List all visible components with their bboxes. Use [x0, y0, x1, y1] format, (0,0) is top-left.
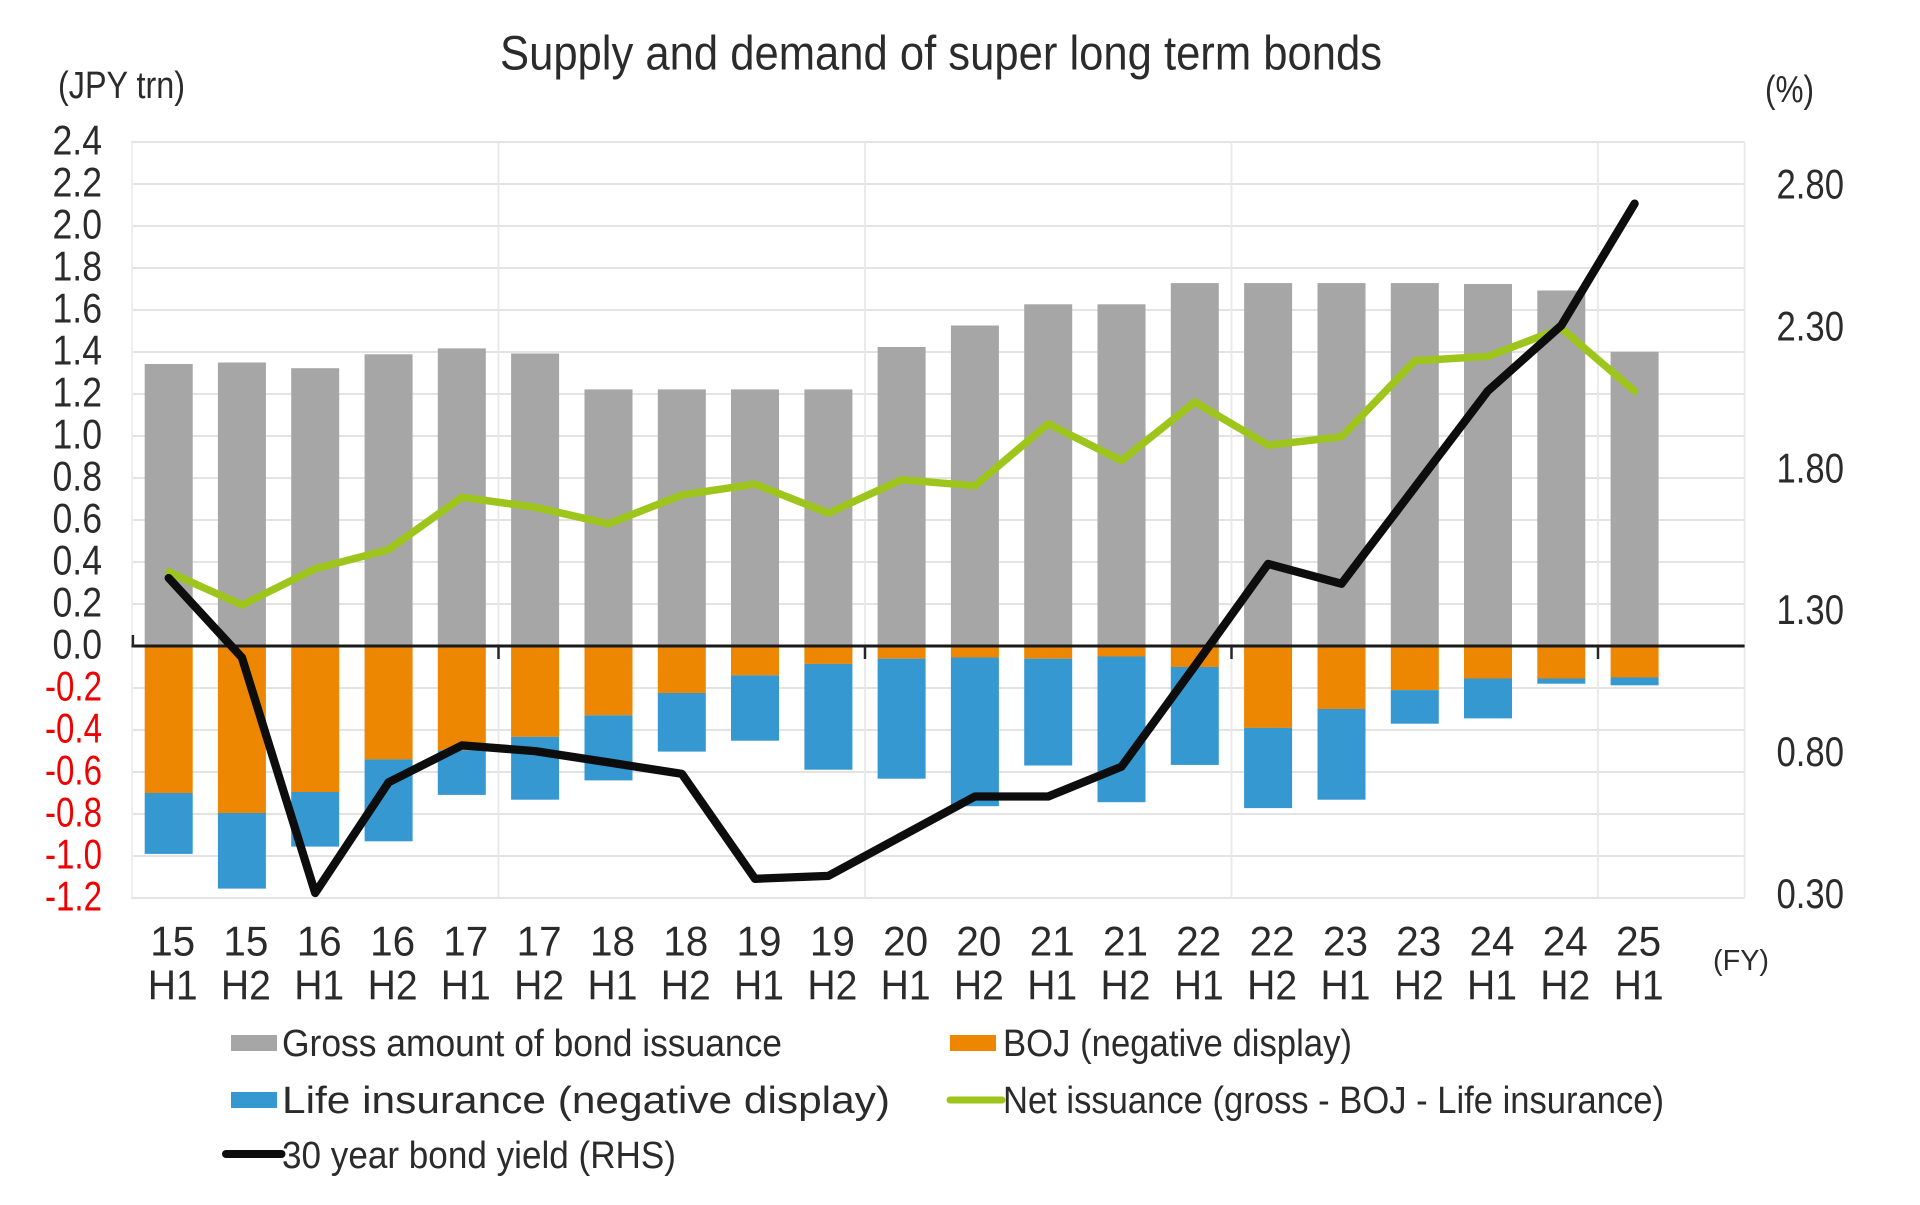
svg-text:16: 16	[370, 918, 415, 965]
svg-text:H2: H2	[221, 962, 271, 1009]
svg-text:2.2: 2.2	[53, 159, 103, 206]
svg-text:-0.8: -0.8	[45, 789, 102, 836]
svg-text:17: 17	[443, 918, 488, 965]
svg-text:Supply and demand of super lon: Supply and demand of super long term bon…	[500, 28, 1382, 81]
svg-text:25: 25	[1616, 918, 1661, 965]
svg-text:0.6: 0.6	[53, 495, 103, 542]
svg-text:-1.0: -1.0	[45, 831, 102, 878]
svg-text:-1.2: -1.2	[45, 873, 102, 920]
svg-text:H1: H1	[588, 962, 638, 1009]
svg-text:20: 20	[883, 918, 928, 965]
svg-text:H1: H1	[734, 962, 784, 1009]
svg-text:H1: H1	[1614, 962, 1664, 1009]
svg-text:2.4: 2.4	[53, 117, 103, 164]
svg-text:BOJ (negative display): BOJ (negative display)	[1003, 1023, 1352, 1065]
svg-text:1.4: 1.4	[53, 327, 103, 374]
svg-text:1.8: 1.8	[53, 243, 103, 290]
svg-text:0.30: 0.30	[1777, 870, 1845, 917]
svg-text:21: 21	[1030, 918, 1075, 965]
svg-text:1.80: 1.80	[1777, 444, 1845, 491]
svg-text:-0.6: -0.6	[45, 747, 102, 794]
svg-text:H2: H2	[807, 962, 857, 1009]
svg-text:(%): (%)	[1765, 69, 1814, 111]
svg-text:1.30: 1.30	[1777, 586, 1845, 633]
svg-text:21: 21	[1103, 918, 1148, 965]
svg-text:H2: H2	[1101, 962, 1151, 1009]
svg-text:H1: H1	[148, 962, 198, 1009]
svg-text:H2: H2	[954, 962, 1004, 1009]
svg-text:H2: H2	[1394, 962, 1444, 1009]
svg-text:H1: H1	[1174, 962, 1224, 1009]
svg-text:-0.2: -0.2	[45, 663, 102, 710]
svg-text:16: 16	[297, 918, 342, 965]
svg-text:H1: H1	[1467, 962, 1517, 1009]
svg-text:20: 20	[956, 918, 1001, 965]
svg-text:H2: H2	[368, 962, 418, 1009]
svg-text:H2: H2	[661, 962, 711, 1009]
svg-text:1.6: 1.6	[53, 285, 103, 332]
svg-text:19: 19	[737, 918, 782, 965]
svg-text:H2: H2	[1247, 962, 1297, 1009]
svg-text:2.0: 2.0	[53, 201, 103, 248]
svg-text:19: 19	[810, 918, 855, 965]
svg-text:0.0: 0.0	[53, 621, 103, 668]
svg-text:17: 17	[517, 918, 562, 965]
svg-text:(JPY trn): (JPY trn)	[58, 65, 185, 107]
svg-text:1.2: 1.2	[53, 369, 103, 416]
svg-text:H2: H2	[514, 962, 564, 1009]
svg-text:23: 23	[1323, 918, 1368, 965]
svg-text:0.8: 0.8	[53, 453, 103, 500]
svg-text:24: 24	[1543, 918, 1588, 965]
svg-text:H1: H1	[881, 962, 931, 1009]
svg-text:Gross amount of bond issuance: Gross amount of bond issuance	[282, 1023, 782, 1065]
svg-text:22: 22	[1250, 918, 1295, 965]
svg-text:Life insurance (negative displ: Life insurance (negative display)	[282, 1080, 890, 1122]
svg-text:H1: H1	[1027, 962, 1077, 1009]
svg-text:Net issuance (gross - BOJ - Li: Net issuance (gross - BOJ - Life insuran…	[1003, 1080, 1664, 1122]
svg-text:2.30: 2.30	[1777, 303, 1845, 350]
svg-text:2.80: 2.80	[1777, 161, 1845, 208]
svg-text:H1: H1	[441, 962, 491, 1009]
svg-text:H2: H2	[1540, 962, 1590, 1009]
svg-text:18: 18	[590, 918, 635, 965]
svg-text:23: 23	[1396, 918, 1441, 965]
svg-text:(FY): (FY)	[1713, 945, 1769, 977]
svg-text:18: 18	[663, 918, 708, 965]
svg-text:0.4: 0.4	[53, 537, 103, 584]
svg-text:1.0: 1.0	[53, 411, 103, 458]
svg-text:15: 15	[223, 918, 268, 965]
svg-text:15: 15	[150, 918, 195, 965]
svg-text:0.80: 0.80	[1777, 728, 1845, 775]
svg-text:H1: H1	[1321, 962, 1371, 1009]
svg-text:-0.4: -0.4	[45, 705, 102, 752]
svg-text:H1: H1	[294, 962, 344, 1009]
svg-text:22: 22	[1176, 918, 1221, 965]
svg-text:0.2: 0.2	[53, 579, 103, 626]
svg-text:24: 24	[1470, 918, 1515, 965]
svg-text:30 year bond yield (RHS): 30 year bond yield (RHS)	[282, 1135, 676, 1177]
